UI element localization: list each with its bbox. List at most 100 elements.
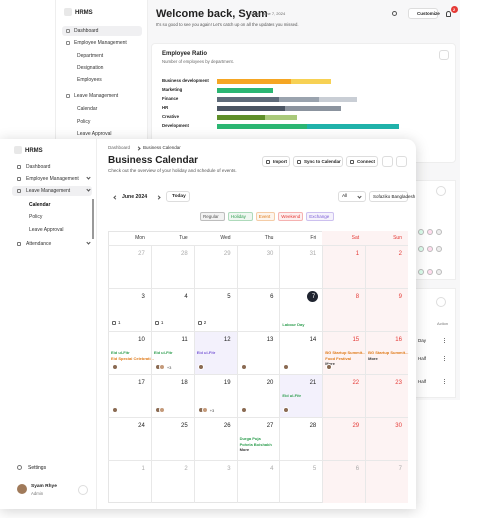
more-dot[interactable] xyxy=(444,342,446,344)
sidebar-item[interactable]: Department xyxy=(77,53,104,59)
status-icon[interactable] xyxy=(427,269,433,275)
sidebar-item[interactable]: Employee Management xyxy=(74,40,127,46)
customize-button[interactable] xyxy=(408,8,438,19)
sidebar-item[interactable]: Leave Management xyxy=(26,188,71,194)
status-icon[interactable] xyxy=(427,246,433,252)
sidebar-item[interactable]: Dashboard xyxy=(26,164,51,170)
sidebar-item[interactable]: Employee Management xyxy=(26,176,79,182)
event-label[interactable]: Durga Puja xyxy=(239,436,261,441)
today-label[interactable]: Today xyxy=(172,194,186,199)
status-icon[interactable] xyxy=(436,229,442,235)
breadcrumb[interactable]: Dashboard xyxy=(108,145,131,150)
date-number: 25 xyxy=(181,423,188,429)
cell-border xyxy=(279,331,323,374)
settings-item[interactable]: Settings xyxy=(28,464,47,471)
more-dot[interactable] xyxy=(444,360,446,362)
button-label[interactable]: Import xyxy=(273,158,287,164)
event-label[interactable]: Eid ul-Fitr xyxy=(282,393,302,398)
event-label[interactable]: BG Startup Summit... xyxy=(325,350,366,355)
cell-border xyxy=(365,417,408,460)
cell-border xyxy=(193,288,237,331)
more-dot[interactable] xyxy=(444,383,446,385)
cell-border xyxy=(365,460,408,503)
event-label[interactable]: Eid ul-Fitr xyxy=(111,350,130,355)
sidebar-item[interactable]: Employees xyxy=(77,77,102,83)
customize-label[interactable]: Customize xyxy=(417,11,440,16)
event-label[interactable]: Eid Special Celebrati... xyxy=(111,355,154,361)
date-number: 2 xyxy=(184,466,188,472)
event-label[interactable]: Labour Day xyxy=(282,322,305,327)
view-button[interactable] xyxy=(436,297,446,307)
today-button[interactable] xyxy=(166,191,190,202)
event-label[interactable]: Pohela Boishakh xyxy=(239,441,272,447)
avatar xyxy=(283,364,290,370)
table-cell: Half xyxy=(418,356,427,361)
weekday-label: Wed xyxy=(220,235,231,241)
location-select[interactable] xyxy=(369,191,408,202)
action-button[interactable] xyxy=(262,156,290,167)
event-label[interactable]: More xyxy=(325,362,335,366)
logout-button[interactable] xyxy=(78,485,88,495)
event-label[interactable]: More xyxy=(239,447,250,452)
sidebar-item[interactable]: Leave Approval xyxy=(29,227,64,233)
sidebar-item[interactable]: Dashboard xyxy=(74,28,99,34)
count-icon xyxy=(197,321,202,325)
sidebar-item[interactable]: Attendance xyxy=(26,241,52,247)
more-dot[interactable] xyxy=(444,340,446,342)
status-icon[interactable] xyxy=(418,269,424,275)
status-icon[interactable] xyxy=(436,269,442,275)
more-dot[interactable] xyxy=(444,358,446,360)
avatar xyxy=(112,364,118,370)
cell-border xyxy=(150,331,194,374)
sidebar-item[interactable]: Calendar xyxy=(29,202,51,208)
event-label[interactable]: BG Startup Summit... xyxy=(368,350,409,355)
sidebar-item[interactable]: Policy xyxy=(77,119,91,125)
more-dot[interactable] xyxy=(444,379,446,381)
menu-icon xyxy=(66,94,70,98)
grid-view-button[interactable] xyxy=(382,156,393,167)
ratio-bar xyxy=(217,78,291,84)
breadcrumb: Business Calendar xyxy=(143,145,181,150)
department-label: Finance xyxy=(162,96,179,101)
event-label[interactable]: Eid ul-Fitr xyxy=(196,350,216,355)
page-subtitle: Check out the overview of your holiday a… xyxy=(108,168,237,173)
date-number: 14 xyxy=(309,337,317,343)
sidebar-item[interactable]: Calendar xyxy=(77,106,98,112)
people-button[interactable] xyxy=(396,156,407,167)
event-label[interactable]: Food Festival xyxy=(325,355,352,361)
event-label[interactable]: Eid ul-Fitr xyxy=(153,350,173,355)
location-label[interactable]: Sofaziko Bangladesh xyxy=(373,194,416,199)
more-dot[interactable] xyxy=(444,338,446,340)
status-icon[interactable] xyxy=(418,246,424,252)
button-label[interactable]: Connect xyxy=(357,158,375,164)
status-icon[interactable] xyxy=(418,229,424,235)
status-icon[interactable] xyxy=(436,246,442,252)
event-label[interactable]: More xyxy=(368,355,378,361)
today-marker xyxy=(307,291,319,302)
status-icon[interactable] xyxy=(427,229,433,235)
cell-border xyxy=(322,288,366,331)
search-icon[interactable] xyxy=(392,11,397,16)
count-icon xyxy=(154,321,159,325)
bell-icon[interactable] xyxy=(446,11,451,17)
more-dot[interactable] xyxy=(444,381,446,383)
sidebar-item[interactable]: Designation xyxy=(77,65,104,71)
card-title: Employee Ratio xyxy=(162,51,208,57)
button-label[interactable]: Sync to Calendar xyxy=(304,158,341,164)
filter-select[interactable] xyxy=(338,191,366,202)
sidebar xyxy=(0,139,97,509)
cell-border xyxy=(193,331,237,374)
sidebar-item[interactable]: Policy xyxy=(29,214,43,220)
view-button[interactable] xyxy=(436,186,446,196)
filter-label[interactable]: All xyxy=(342,194,348,199)
action-button[interactable] xyxy=(293,156,343,167)
more-dot[interactable] xyxy=(444,356,446,358)
department-label: Marketing xyxy=(162,87,183,92)
sidebar-item[interactable]: Leave Approval xyxy=(77,131,112,137)
action-button[interactable] xyxy=(346,156,378,167)
menu-icon xyxy=(17,177,21,181)
sidebar-item[interactable]: Leave Management xyxy=(74,93,119,99)
department-label: Creative xyxy=(162,114,179,119)
download-button[interactable] xyxy=(439,50,449,60)
date-number: 13 xyxy=(266,337,274,343)
